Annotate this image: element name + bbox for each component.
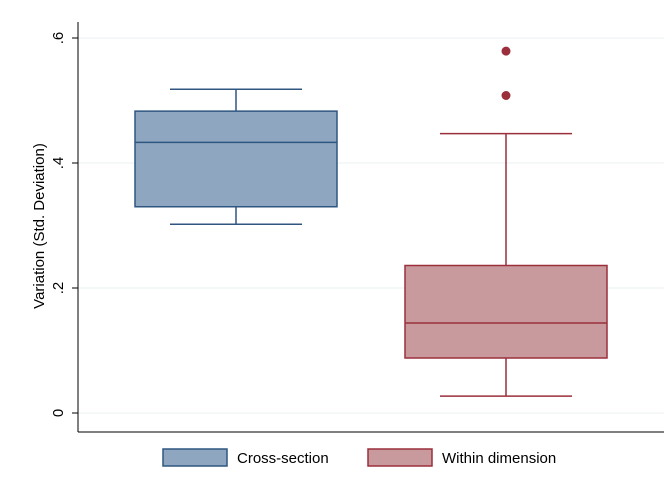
outlier-point-1 xyxy=(501,91,511,100)
y-tick-label-0: 0 xyxy=(50,409,67,417)
box-1 xyxy=(134,88,338,225)
box-body xyxy=(404,264,608,359)
legend-label-1: Cross-section xyxy=(237,450,329,467)
legend-label-2: Within dimension xyxy=(442,450,556,467)
box-2 xyxy=(404,46,608,397)
legend-swatch-1 xyxy=(162,448,228,467)
y-tick-label-1: .2 xyxy=(50,282,67,295)
box-body xyxy=(134,110,338,208)
y-tick-label-3: .6 xyxy=(50,32,67,45)
outlier-point-2 xyxy=(501,46,511,56)
y-axis-ticks: 0 .2 .4 .6 xyxy=(50,32,78,417)
y-tick-label-2: .4 xyxy=(50,157,67,170)
y-axis-label: Variation (Std. Deviation) xyxy=(31,143,48,309)
box-series xyxy=(134,46,608,397)
legend-swatch-2 xyxy=(367,448,433,467)
legend: Cross-section Within dimension xyxy=(162,448,556,467)
axes xyxy=(77,22,664,433)
